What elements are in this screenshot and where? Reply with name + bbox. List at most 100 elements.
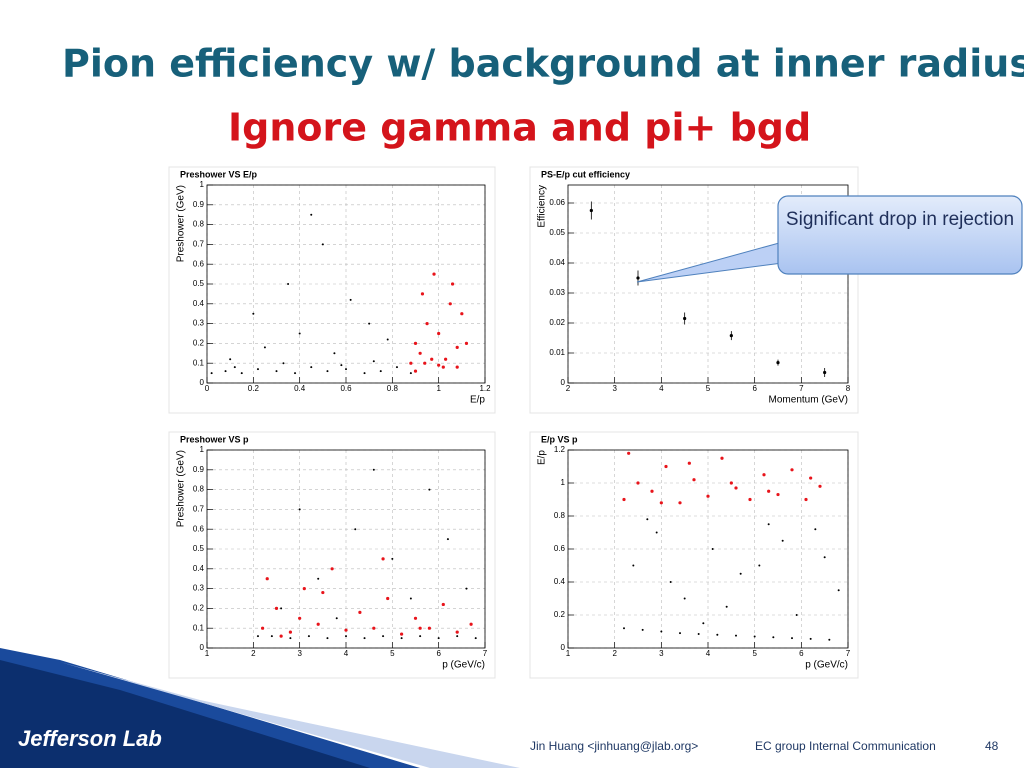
- plot-area: [567, 184, 849, 384]
- chart-title: Preshower VS p: [180, 434, 249, 444]
- point: [430, 357, 434, 361]
- point: [669, 581, 672, 583]
- point: [627, 451, 631, 455]
- chart-frame: [168, 431, 496, 679]
- point: [716, 633, 719, 636]
- point: [256, 368, 259, 371]
- point: [758, 564, 761, 567]
- point: [767, 523, 770, 526]
- point: [823, 556, 826, 559]
- point: [413, 369, 418, 373]
- point: [310, 366, 313, 369]
- y-tick-label: 0.7: [193, 505, 205, 514]
- point: [729, 481, 733, 485]
- point: [687, 461, 691, 465]
- point: [265, 577, 269, 581]
- point: [379, 370, 382, 373]
- x-tick-label: 3: [612, 384, 617, 393]
- point: [664, 464, 668, 469]
- point: [455, 630, 459, 634]
- x-tick-label: 1: [566, 649, 571, 658]
- point: [382, 635, 385, 638]
- point: [809, 476, 813, 480]
- y-tick-label: 0.3: [193, 584, 205, 593]
- point: [345, 635, 347, 638]
- point: [441, 602, 445, 607]
- point: [469, 622, 473, 626]
- point: [753, 635, 756, 638]
- point: [636, 276, 640, 280]
- point: [321, 243, 324, 246]
- y-tick-label: 0: [561, 378, 566, 387]
- point: [270, 635, 273, 638]
- point: [437, 331, 441, 336]
- x-tick-label: 0: [205, 384, 210, 393]
- x-tick-label: 1: [205, 649, 210, 658]
- point: [772, 636, 775, 639]
- chart-frame: [168, 166, 496, 414]
- point: [310, 213, 313, 216]
- point: [441, 365, 445, 369]
- y-tick-label: 0.8: [193, 485, 205, 494]
- x-tick-label: 1: [436, 384, 441, 393]
- callout: Significant drop in rejection: [786, 209, 1014, 230]
- x-tick-label: 3: [297, 649, 302, 658]
- x-tick-label: 5: [706, 384, 711, 393]
- y-tick-label: 0.6: [193, 259, 205, 268]
- charts: Preshower VS E/p E/p Preshower (GeV) 0 0.2 0.…: [168, 166, 859, 679]
- point: [735, 634, 737, 637]
- point: [762, 473, 766, 477]
- point: [418, 351, 422, 355]
- point: [646, 518, 649, 521]
- y-tick-label: 0: [561, 643, 566, 652]
- y-tick-label: 0.03: [549, 288, 565, 297]
- point: [274, 606, 279, 611]
- point: [349, 298, 352, 301]
- point: [446, 538, 449, 541]
- point: [317, 577, 320, 580]
- x-tick-label: 4: [659, 384, 664, 393]
- point: [326, 370, 329, 373]
- y-tick-label: 0.3: [193, 319, 205, 328]
- point: [400, 632, 404, 636]
- point: [641, 628, 644, 631]
- point: [275, 370, 278, 373]
- point: [321, 590, 325, 595]
- point: [455, 365, 459, 369]
- y-tick-label: 0.2: [554, 610, 566, 619]
- callout-box: [777, 195, 1023, 275]
- y-tick-label: 0.2: [193, 339, 205, 348]
- point: [233, 366, 236, 369]
- point: [279, 634, 283, 638]
- point: [464, 341, 469, 345]
- point: [679, 632, 681, 635]
- point: [776, 492, 780, 497]
- point: [344, 628, 348, 632]
- point: [739, 572, 742, 575]
- point: [413, 341, 418, 345]
- chart-title: PS-E/p cut efficiency: [541, 169, 630, 179]
- point: [298, 332, 301, 335]
- plot-area: [567, 449, 849, 649]
- footer-swoosh-dark: [0, 660, 370, 768]
- point: [427, 626, 431, 630]
- point: [363, 372, 366, 375]
- point: [460, 312, 464, 316]
- logo: Jefferson Lab: [18, 726, 162, 751]
- chart: E/p VS p p (GeV/c) E/p 1 2 3 4 5 6 7 0 0.2 0.4 0.6 0.8…: [529, 431, 859, 679]
- y-axis-label: Preshower (GeV): [176, 185, 187, 262]
- y-tick-label: 1.2: [554, 445, 566, 454]
- footer-group: EC group Internal Communication: [755, 739, 936, 753]
- y-tick-label: 0.6: [193, 524, 205, 533]
- point: [418, 626, 422, 630]
- point: [340, 364, 343, 367]
- point: [413, 616, 418, 620]
- x-tick-label: 0.2: [248, 384, 260, 393]
- x-tick-label: 6: [436, 649, 441, 658]
- x-tick-label: 6: [799, 649, 804, 658]
- y-tick-label: 0.06: [549, 198, 565, 207]
- point: [650, 489, 654, 493]
- point: [660, 630, 663, 633]
- point: [280, 607, 283, 610]
